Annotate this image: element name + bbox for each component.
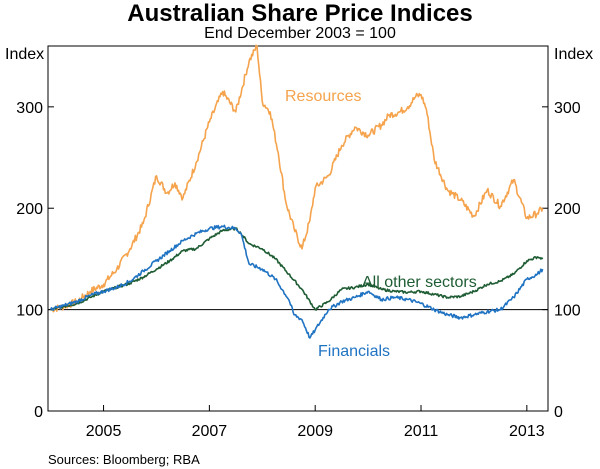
series-label-financials: Financials	[318, 343, 390, 360]
y-tick-label-left: 100	[16, 303, 43, 320]
series-label-all-other-sectors: All other sectors	[362, 274, 477, 291]
x-tick-label: 2013	[509, 423, 545, 440]
series-line-all-other-sectors	[50, 227, 544, 311]
y-tick-label-left: 0	[34, 404, 43, 421]
source-note: Sources: Bloomberg; RBA	[48, 452, 200, 467]
y-axis-unit-left: Index	[5, 46, 44, 63]
y-tick-label-right: 100	[554, 303, 581, 320]
y-tick-label-left: 200	[16, 201, 43, 218]
x-tick-label: 2005	[86, 423, 122, 440]
x-tick-label: 2009	[297, 423, 333, 440]
y-tick-label-right: 0	[554, 404, 563, 421]
y-tick-label-left: 300	[16, 100, 43, 117]
y-tick-label-right: 300	[554, 100, 581, 117]
x-tick-label: 2007	[192, 423, 228, 440]
chart-title: Australian Share Price Indices	[127, 0, 472, 27]
plot-area	[47, 45, 549, 412]
y-axis-unit-right: Index	[554, 46, 593, 63]
series-line-resources	[50, 44, 544, 313]
chart-subtitle: End December 2003 = 100	[204, 25, 396, 42]
series-label-resources: Resources	[285, 88, 361, 105]
series-line-financials	[49, 224, 544, 339]
x-tick-label: 2011	[404, 423, 439, 440]
y-tick-label-right: 200	[554, 201, 581, 218]
